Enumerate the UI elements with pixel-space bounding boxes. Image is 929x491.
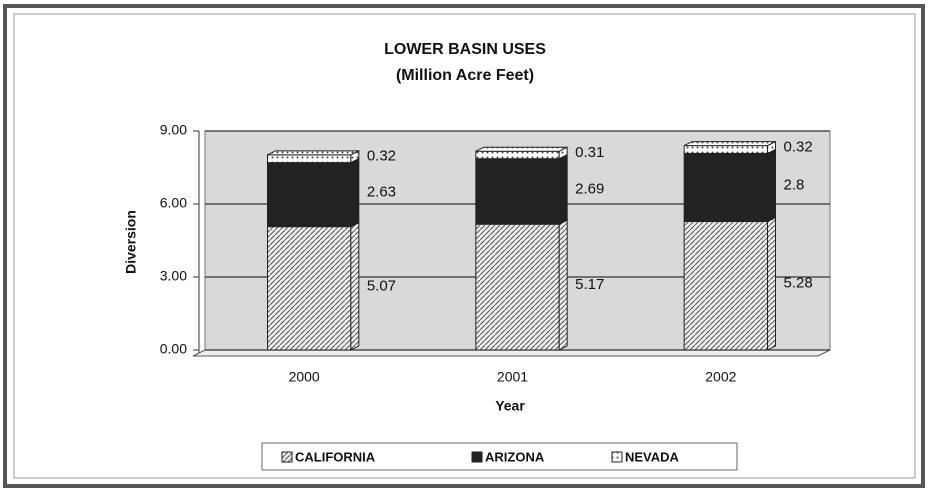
y-axis-label: Diversion [123, 210, 139, 274]
bar-side [767, 148, 776, 223]
x-axis-label: Year [495, 398, 525, 414]
bar-segment [475, 158, 560, 225]
y-tick-label: 6.00 [160, 195, 187, 211]
inner-frame [13, 13, 916, 479]
value-label: 5.17 [575, 276, 604, 293]
x-tick-label: 2002 [705, 369, 736, 385]
chart-subtitle: (Million Acre Feet) [396, 67, 534, 84]
bar-side [350, 221, 360, 351]
bar-segment [267, 154, 352, 164]
value-label: 0.31 [575, 144, 604, 161]
bar-segment [683, 221, 769, 351]
bar-top [683, 141, 776, 147]
legend-label: CALIFORNIA [295, 449, 376, 464]
x-tick-label: 2001 [497, 369, 528, 385]
bar-top [475, 146, 568, 152]
legend-label: NEVADA [625, 449, 680, 464]
bar-side [350, 157, 360, 228]
value-label: 0.32 [367, 148, 396, 165]
legend [261, 442, 738, 471]
bar-segment [267, 162, 352, 228]
y-tick-label: 0.00 [160, 341, 187, 357]
value-label: 0.32 [784, 138, 813, 155]
chart-title: LOWER BASIN USES [384, 41, 546, 58]
legend-swatch [611, 451, 623, 463]
legend-swatch [281, 451, 293, 463]
bar-segment [267, 226, 352, 351]
bar-segment [683, 145, 769, 154]
y-tick-label: 9.00 [160, 122, 187, 138]
value-label: 5.07 [367, 277, 396, 294]
bar-segment [475, 223, 560, 351]
value-label: 2.8 [784, 176, 805, 193]
bar-side [558, 219, 568, 351]
x-tick-label: 2000 [289, 369, 320, 385]
value-label: 5.28 [784, 275, 813, 292]
floor [192, 349, 831, 357]
legend-label: ARIZONA [485, 449, 545, 464]
bar-segment [683, 152, 769, 223]
bar-side [558, 153, 568, 226]
bar-segment [475, 150, 560, 160]
value-label: 2.63 [367, 184, 396, 201]
value-label: 2.69 [575, 180, 604, 197]
bar-side [767, 216, 776, 351]
y-tick-label: 3.00 [160, 268, 187, 284]
legend-swatch [471, 451, 483, 463]
bar-top [267, 150, 360, 156]
